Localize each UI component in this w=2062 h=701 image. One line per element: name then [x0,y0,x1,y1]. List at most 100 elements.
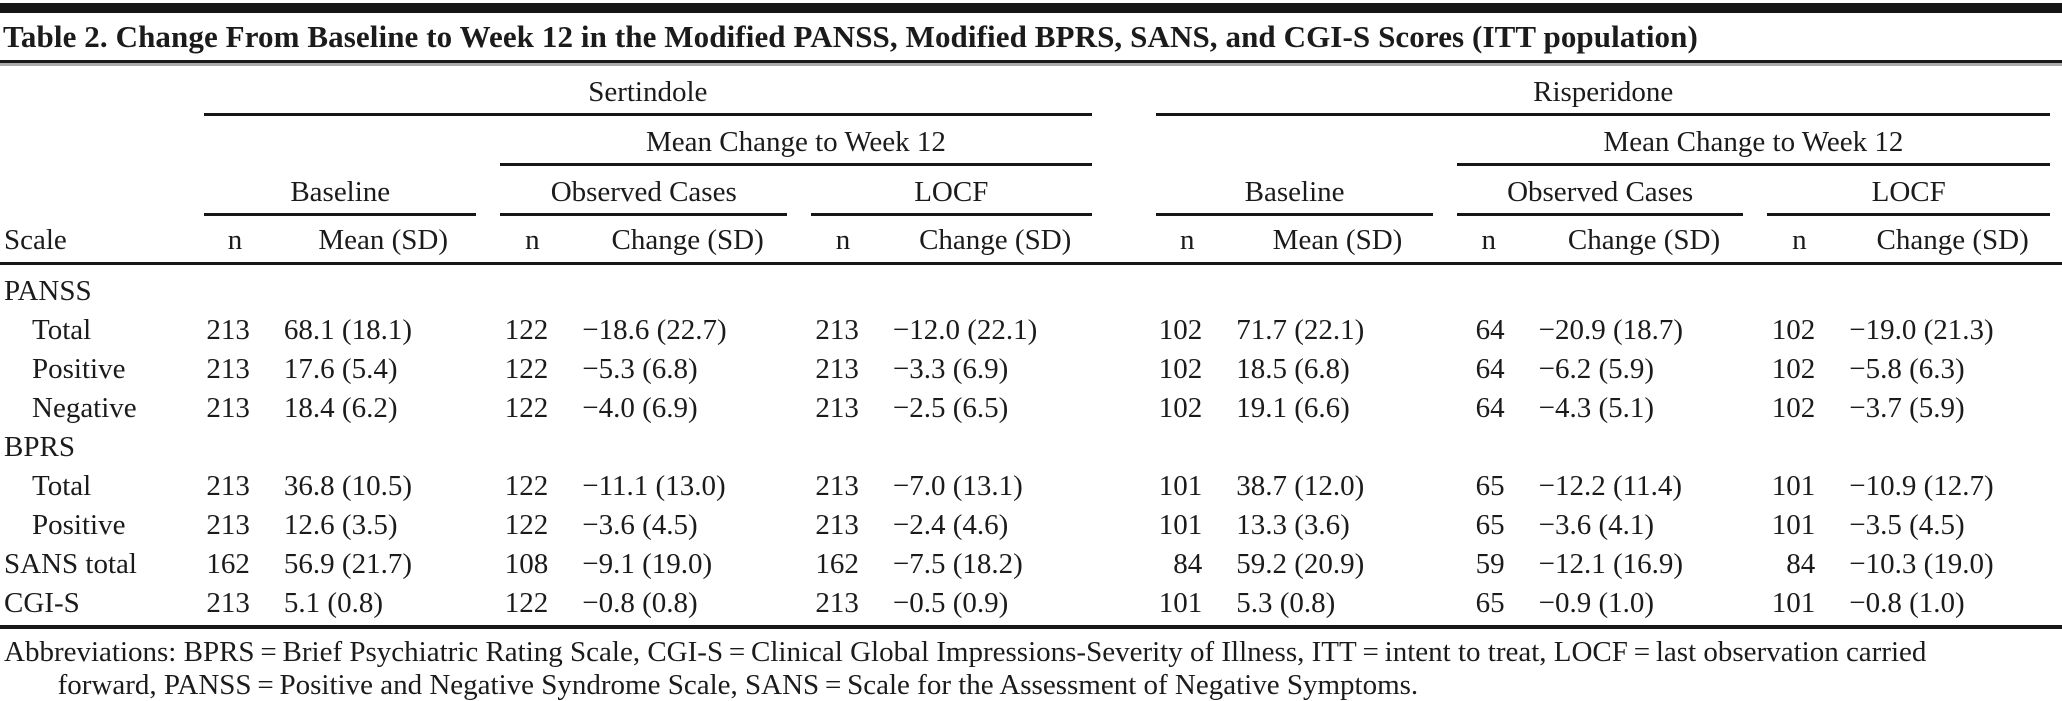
locf-header-sertindole: LOCF [799,166,1103,216]
col-header-n: n [192,216,278,265]
n-cell [1144,428,1230,467]
row-label: Total [32,470,92,502]
spacer-cell [1104,506,1145,545]
n-cell: 122 [504,587,549,619]
value-cell: 71.7 (22.1) [1236,314,1365,346]
n-cell: 84 [1786,548,1816,580]
n-cell: 122 [504,314,549,346]
value-cell [278,428,488,467]
spacer-cell [1104,66,1145,116]
n-cell: 101 [1158,470,1203,502]
value-cell: 5.1 (0.8) [283,587,383,619]
n-cell: 64 [1475,392,1505,424]
value-cell [887,264,1104,312]
value-cell: 68.1 (18.1) [283,314,412,346]
n-cell [799,264,887,312]
n-cell: 102 [1771,353,1816,385]
n-cell: 213 [815,353,859,385]
n-cell: 102 [1771,392,1816,424]
value-cell: −12.2 (11.4) [1538,470,1682,502]
table-row: BPRS [0,428,2062,467]
col-header-change-sd: Change (SD) [886,216,1104,265]
table-row: Total 213 36.8 (10.5) 122 −11.1 (13.0) 213 −7.… [0,467,2062,506]
value-cell [1843,428,2062,467]
table-row: Positive 213 17.6 (5.4) 122 −5.3 (6.8) 213 −3.… [0,350,2062,389]
blank-cell [1144,116,1444,166]
n-cell: 213 [206,392,250,424]
spacer-cell [1104,264,1145,312]
baseline-label: Baseline [204,175,477,216]
table-row: PANSS [0,264,2062,312]
spacer-cell [1104,116,1145,166]
value-cell: 59.2 (20.9) [1236,548,1365,580]
n-cell [799,428,887,467]
value-cell [887,428,1104,467]
col-header-n: n [1444,216,1533,265]
col-header-change-sd: Change (SD) [1532,216,1756,265]
n-cell: 213 [206,509,250,541]
col-header-scale: Scale [0,216,193,265]
spacer-cell [1104,584,1145,623]
mean-change-header-sertindole: Mean Change to Week 12 [488,116,1103,166]
value-cell [1533,428,1756,467]
n-cell: 102 [1158,392,1203,424]
baseline-label: Baseline [1156,175,1433,216]
n-cell: 65 [1475,587,1505,619]
row-label: Positive [32,509,126,541]
table-row: SANS total 162 56.9 (21.7) 108 −9.1 (19.0) 16… [0,545,2062,584]
n-cell [1755,428,1843,467]
value-cell: −3.7 (5.9) [1849,392,1965,424]
footnote-text: Abbreviations: BPRS = Brief Psychiatric … [4,636,1927,701]
journal-table-page: Table 2. Change From Baseline to Week 12… [0,3,2062,701]
row-label: CGI-S [4,587,80,619]
n-cell [1144,264,1230,312]
table-body: PANSS Total 213 68.1 (18.1) 122 −18.6 (22.7) 2… [0,264,2062,624]
row-label: Negative [32,392,137,424]
value-cell [1230,428,1445,467]
n-cell: 213 [206,353,250,385]
blank-cell [0,166,192,216]
n-cell: 108 [504,548,549,580]
n-cell: 102 [1771,314,1816,346]
value-cell: 18.4 (6.2) [283,392,398,424]
col-header-mean-sd: Mean (SD) [277,216,489,265]
value-cell: −19.0 (21.3) [1849,314,1994,346]
value-cell: −10.9 (12.7) [1849,470,1994,502]
group-header-risperidone: Risperidone [1144,66,2062,116]
value-cell: −5.3 (6.8) [582,353,698,385]
value-cell: 38.7 (12.0) [1236,470,1365,502]
mean-change-label: Mean Change to Week 12 [500,125,1092,166]
value-cell: 5.3 (0.8) [1236,587,1336,619]
n-cell [192,428,278,467]
mean-change-label: Mean Change to Week 12 [1456,125,2050,166]
value-cell: −9.1 (19.0) [582,548,713,580]
value-cell: −4.3 (5.1) [1538,392,1655,424]
spacer-cell [1104,389,1145,428]
value-cell: −18.6 (22.7) [582,314,727,346]
n-cell [1445,264,1533,312]
table-top-bar [0,3,2062,13]
value-cell [1230,264,1445,312]
n-cell: 84 [1173,548,1203,580]
row-label: Positive [32,353,126,385]
col-header-change-sd: Change (SD) [576,216,800,265]
value-cell: −7.0 (13.1) [892,470,1023,502]
table-header: Sertindole Risperidone Mean Change to We… [0,66,2062,265]
title-rule [0,60,2062,63]
blank-cell [0,66,192,116]
n-cell: 102 [1158,353,1203,385]
spacer-cell [1104,428,1145,467]
value-cell: −11.1 (13.0) [582,470,726,502]
n-cell: 101 [1771,470,1816,502]
row-label: Total [32,314,92,346]
table-title: Table 2. Change From Baseline to Week 12… [3,19,1698,54]
value-cell: 18.5 (6.8) [1236,353,1350,385]
n-cell: 101 [1771,587,1816,619]
blank-cell [0,116,192,166]
value-cell: 17.6 (5.4) [283,353,398,385]
value-cell: −3.3 (6.9) [892,353,1009,385]
value-cell: −0.8 (1.0) [1849,587,1965,619]
n-cell: 213 [815,509,859,541]
value-cell: 19.1 (6.6) [1236,392,1350,424]
n-cell: 162 [206,548,250,580]
